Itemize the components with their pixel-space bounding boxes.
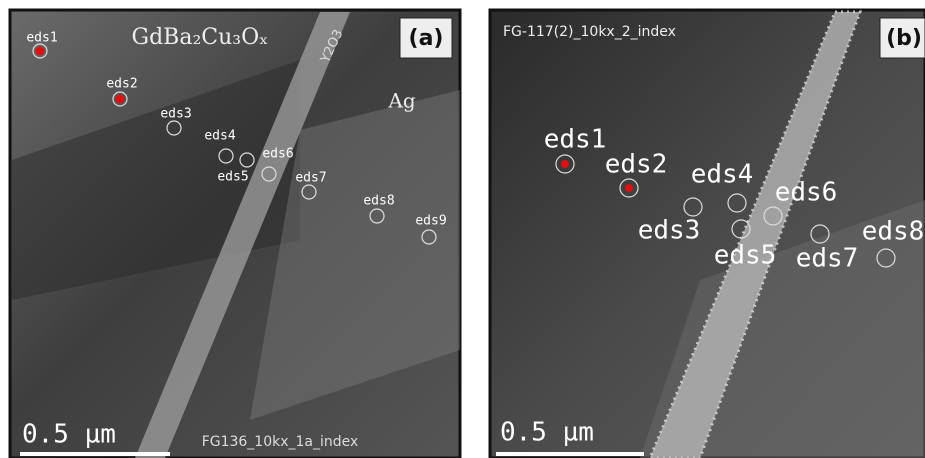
eds-marker-dot xyxy=(116,95,125,104)
figure: (a) GdBa₂Cu₃Oₓ Y2O3 Ag 0.5 µm FG136_10kx… xyxy=(0,0,925,458)
eds-label: eds7 xyxy=(295,171,326,186)
scale-bar-label: 0.5 µm xyxy=(22,420,116,450)
scale-bar xyxy=(20,452,170,456)
panel-a: (a) GdBa₂Cu₃Oₓ Y2O3 Ag 0.5 µm FG136_10kx… xyxy=(10,10,460,458)
eds-label: eds6 xyxy=(775,178,838,208)
eds-label: eds5 xyxy=(217,170,248,185)
eds-label: eds4 xyxy=(691,160,754,190)
eds-label: eds8 xyxy=(363,194,394,209)
eds-marker-dot xyxy=(561,160,569,168)
eds-label: eds3 xyxy=(160,107,191,122)
eds-label: eds5 xyxy=(714,241,777,271)
eds-label: eds2 xyxy=(605,150,668,180)
panel-b: (b) FG-117(2)_10kx_2_index 0.5 µm xyxy=(490,10,925,458)
page: (a) GdBa₂Cu₃Oₓ Y2O3 Ag 0.5 µm FG136_10kx… xyxy=(0,0,925,458)
eds-label: eds1 xyxy=(26,31,57,46)
eds-label: eds9 xyxy=(415,214,446,229)
eds-label: eds3 xyxy=(638,216,701,246)
annotation: Ag xyxy=(387,89,415,113)
eds-label: eds1 xyxy=(544,125,607,155)
scale-bar-label: 0.5 µm xyxy=(500,418,594,448)
filename: FG-117(2)_10kx_2_index xyxy=(503,24,676,40)
panel-label: (a) xyxy=(409,26,444,51)
eds-marker-dot xyxy=(36,47,45,56)
phase-label: GdBa₂Cu₃Oₓ xyxy=(132,25,269,50)
eds-label: eds2 xyxy=(106,77,137,92)
eds-label: eds4 xyxy=(204,129,235,144)
eds-label: eds6 xyxy=(262,147,293,162)
eds-label: eds8 xyxy=(862,217,925,247)
panel-label: (b) xyxy=(886,26,922,51)
eds-label: eds7 xyxy=(796,244,859,274)
scale-bar xyxy=(496,452,644,456)
filename: FG136_10kx_1a_index xyxy=(202,434,359,450)
eds-marker-dot xyxy=(625,184,633,192)
